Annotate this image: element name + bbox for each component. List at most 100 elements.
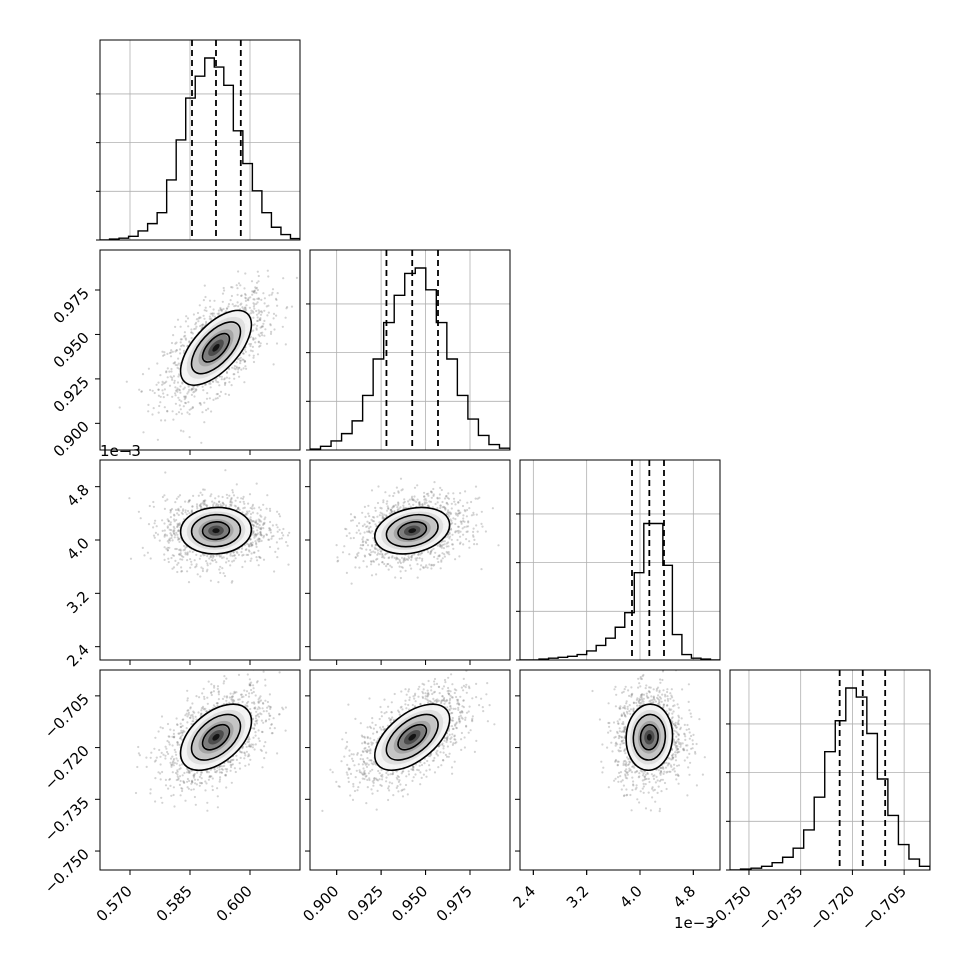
sample-point bbox=[175, 497, 178, 500]
sample-point bbox=[421, 503, 424, 506]
sample-point bbox=[228, 381, 231, 384]
sample-point bbox=[168, 546, 171, 549]
sample-point bbox=[459, 541, 462, 544]
sample-point bbox=[256, 319, 260, 322]
sample-point bbox=[443, 506, 446, 509]
sample-point bbox=[243, 348, 246, 351]
sample-point bbox=[252, 690, 255, 694]
sample-point bbox=[248, 543, 251, 547]
sample-point bbox=[269, 323, 272, 326]
sample-point bbox=[254, 521, 257, 524]
sample-point bbox=[462, 519, 465, 523]
sample-point bbox=[158, 539, 161, 542]
sample-point bbox=[375, 525, 378, 528]
sample-point bbox=[174, 363, 177, 367]
sample-point bbox=[415, 500, 418, 503]
sample-point bbox=[204, 499, 207, 502]
sample-point bbox=[438, 493, 441, 496]
sample-point bbox=[199, 505, 202, 508]
sample-point bbox=[209, 305, 212, 308]
sample-point bbox=[260, 526, 263, 529]
sample-point bbox=[254, 341, 257, 344]
sample-point bbox=[273, 328, 276, 331]
sample-point bbox=[382, 555, 385, 558]
sample-point bbox=[367, 527, 371, 530]
sample-point bbox=[223, 574, 227, 578]
sample-point bbox=[239, 751, 243, 754]
sample-point bbox=[171, 760, 174, 764]
sample-point bbox=[409, 564, 412, 567]
sample-point bbox=[195, 325, 198, 328]
sample-point bbox=[276, 526, 279, 529]
sample-point bbox=[430, 496, 433, 499]
sample-point bbox=[187, 390, 190, 393]
sample-point bbox=[439, 544, 442, 547]
sample-point bbox=[441, 543, 445, 546]
sample-point bbox=[272, 312, 276, 315]
sample-point bbox=[194, 389, 197, 392]
sample-point bbox=[441, 557, 444, 560]
sample-point bbox=[257, 540, 260, 543]
sample-point bbox=[235, 361, 238, 364]
sample-point bbox=[177, 357, 180, 360]
sample-point bbox=[233, 364, 236, 368]
sample-point bbox=[215, 380, 218, 383]
sample-point bbox=[275, 314, 278, 317]
sample-point bbox=[403, 557, 406, 560]
sample-point bbox=[161, 383, 164, 386]
sample-point bbox=[190, 511, 193, 514]
sample-point bbox=[180, 511, 183, 514]
sample-point bbox=[462, 514, 465, 517]
sample-point bbox=[390, 508, 393, 511]
sample-point bbox=[370, 560, 373, 563]
sample-point bbox=[258, 555, 261, 558]
sample-point bbox=[384, 553, 387, 556]
sample-point bbox=[210, 683, 213, 686]
sample-point bbox=[220, 375, 223, 378]
sample-point bbox=[450, 502, 453, 505]
sample-point bbox=[181, 789, 184, 793]
sample-point bbox=[176, 364, 179, 367]
sample-point bbox=[157, 771, 160, 774]
sample-point bbox=[212, 380, 215, 383]
sample-point bbox=[184, 500, 187, 503]
sample-point bbox=[233, 554, 236, 557]
sample-point bbox=[459, 535, 462, 538]
sample-point bbox=[251, 345, 254, 348]
sample-point bbox=[394, 504, 397, 507]
sample-point bbox=[432, 487, 435, 491]
sample-point bbox=[263, 334, 266, 337]
sample-point bbox=[152, 505, 155, 508]
sample-point bbox=[448, 531, 451, 534]
sample-point bbox=[425, 564, 428, 567]
sample-point bbox=[442, 505, 445, 508]
sample-point bbox=[267, 304, 270, 307]
sample-point bbox=[174, 325, 177, 328]
sample-point bbox=[396, 557, 399, 561]
sample-point bbox=[378, 553, 382, 556]
sample-point bbox=[248, 343, 251, 346]
sample-point bbox=[174, 350, 177, 353]
sample-point bbox=[173, 536, 176, 539]
sample-point bbox=[164, 499, 167, 502]
sample-point bbox=[454, 522, 457, 526]
sample-point bbox=[432, 564, 435, 567]
sample-point bbox=[181, 558, 184, 561]
sample-point bbox=[177, 362, 180, 365]
sample-point bbox=[269, 520, 272, 524]
sample-point bbox=[162, 382, 165, 385]
sample-point bbox=[223, 383, 227, 386]
sample-point bbox=[199, 316, 202, 319]
sample-point bbox=[410, 558, 413, 562]
sample-point bbox=[190, 389, 193, 392]
sample-point bbox=[159, 374, 162, 377]
sample-point bbox=[259, 695, 262, 698]
sample-point bbox=[211, 314, 214, 317]
sample-point bbox=[262, 503, 265, 506]
sample-point bbox=[216, 312, 219, 315]
sample-point bbox=[153, 760, 156, 763]
sample-point bbox=[251, 543, 254, 547]
sample-point bbox=[252, 311, 255, 314]
sample-point bbox=[239, 500, 242, 504]
sample-point bbox=[179, 548, 182, 551]
